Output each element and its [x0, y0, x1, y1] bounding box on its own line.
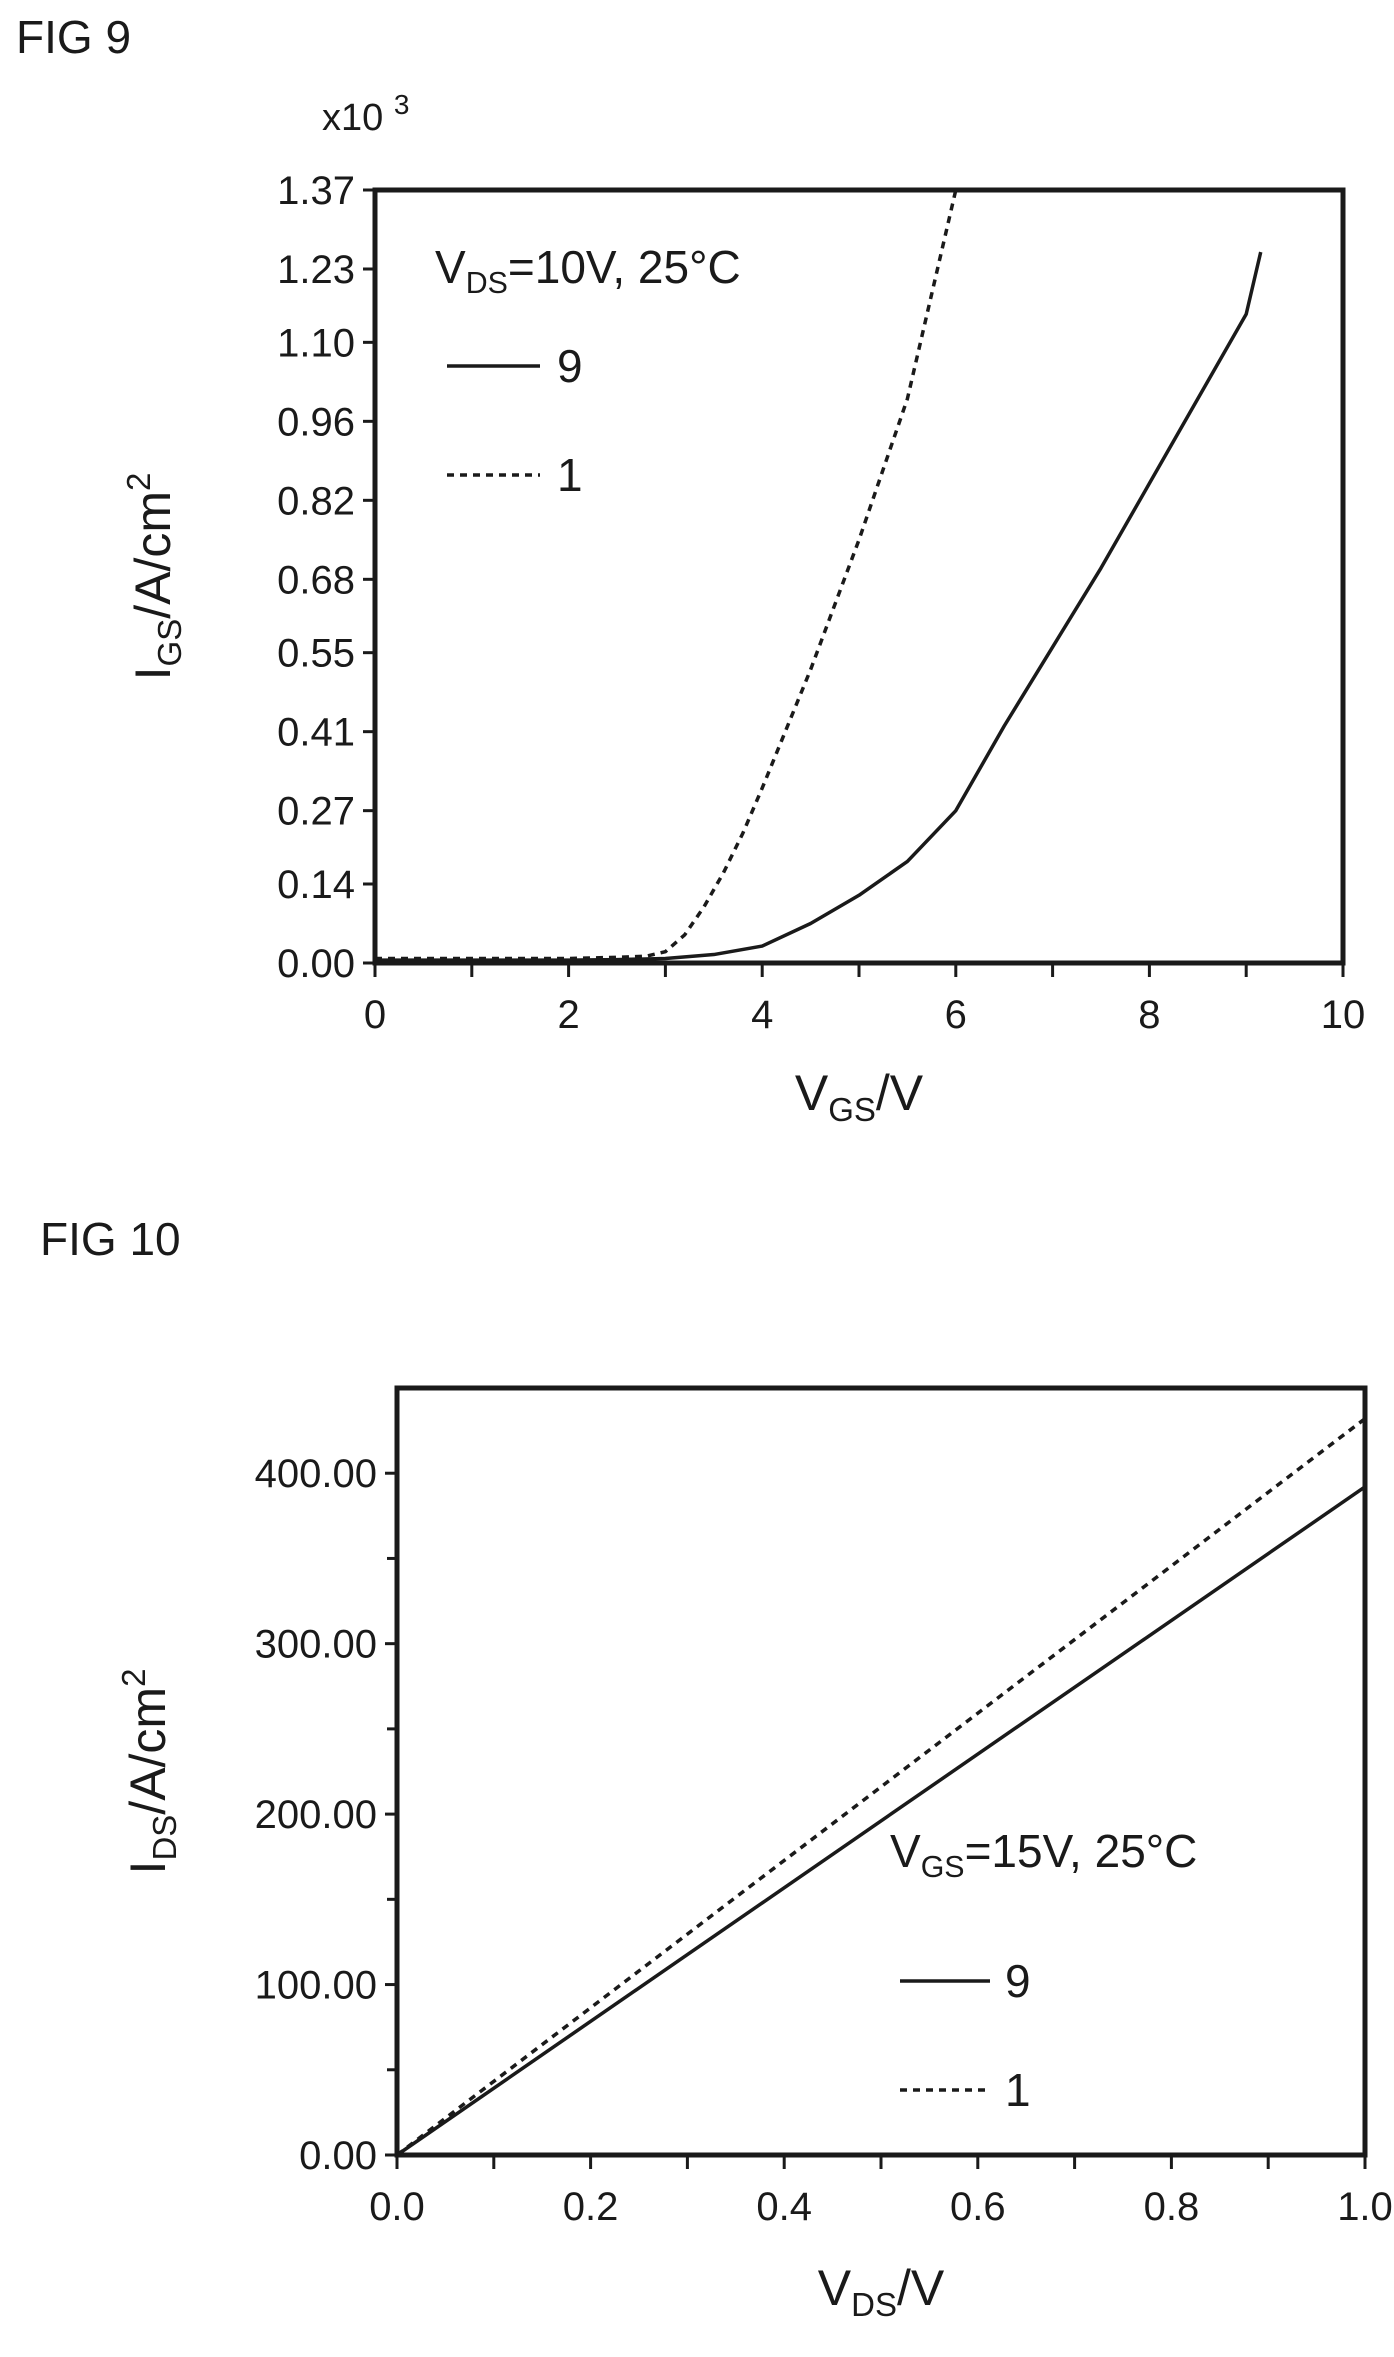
y-tick-label: 0.96 [277, 400, 355, 444]
y-multiplier-label: x10 3 [322, 89, 409, 139]
y-tick-label: 0.27 [277, 790, 355, 834]
y-axis-label: IDS/A/cm2 [115, 1669, 183, 1875]
fig-9-label: FIG 9 [16, 11, 132, 63]
fig-10-chart: 0.0 0.2 0.4 0.6 0.8 1.0 0.00 100.00 200.00 300.00… [115, 1385, 1393, 2323]
legend-label-1: 1 [1005, 2064, 1031, 2116]
y-tick-label: 0.68 [277, 558, 355, 602]
y-tick-label: 0.00 [299, 2134, 377, 2178]
y-tick-label: 300.00 [255, 1623, 377, 1667]
condition-label: VDS=10V, 25°C [435, 241, 741, 300]
x-tick-label: 8 [1138, 993, 1160, 1037]
y-tick-label: 0.14 [277, 863, 355, 907]
x-axis-label: VDS/V [818, 2260, 945, 2323]
fig-10-label: FIG 10 [40, 1213, 181, 1265]
series-line-9 [396, 1485, 1366, 2157]
fig-9-chart: 0 2 4 6 8 10 0.00 0.14 0.27 0.41 0.55 0.68 0.82 0.96 1… [120, 89, 1366, 1128]
condition-label: VGS=15V, 25°C [890, 1825, 1197, 1884]
series-line-9 [375, 251, 1263, 962]
y-tick-label: 400.00 [255, 1452, 377, 1496]
y-tick-label: 1.23 [277, 248, 355, 292]
y-tick-label: 1.37 [277, 169, 355, 213]
plot-frame [372, 187, 1346, 966]
y-tick-label: 0.82 [277, 479, 355, 523]
x-tick-label: 6 [945, 993, 967, 1037]
y-tick-label: 0.00 [277, 942, 355, 986]
y-tick-label: 0.41 [277, 711, 355, 755]
x-tick-label: 1.0 [1337, 2185, 1393, 2229]
series-line-1 [375, 189, 958, 961]
legend-label-9: 9 [557, 340, 583, 392]
x-tick-label: 2 [557, 993, 579, 1037]
x-tick-label: 0.0 [369, 2185, 425, 2229]
y-axis-label: IGS/A/cm2 [120, 473, 188, 681]
x-tick-label: 0.6 [950, 2185, 1006, 2229]
y-tick-label: 200.00 [255, 1793, 377, 1837]
x-tick-label: 0.2 [563, 2185, 619, 2229]
y-tick-label: 100.00 [255, 1964, 377, 2008]
y-tick-label: 1.10 [277, 321, 355, 365]
y-tick-label: 0.55 [277, 632, 355, 676]
x-tick-label: 0.4 [756, 2185, 812, 2229]
plot-frame [394, 1385, 1368, 2158]
x-tick-label: 0 [364, 993, 386, 1037]
series-line-1 [395, 1417, 1367, 2157]
x-axis-label: VGS/V [795, 1065, 924, 1128]
x-tick-label: 0.8 [1144, 2185, 1200, 2229]
legend-label-9: 9 [1005, 1955, 1031, 2007]
legend-label-1: 1 [557, 449, 583, 501]
x-tick-label: 10 [1321, 993, 1366, 1037]
x-tick-label: 4 [751, 993, 773, 1037]
